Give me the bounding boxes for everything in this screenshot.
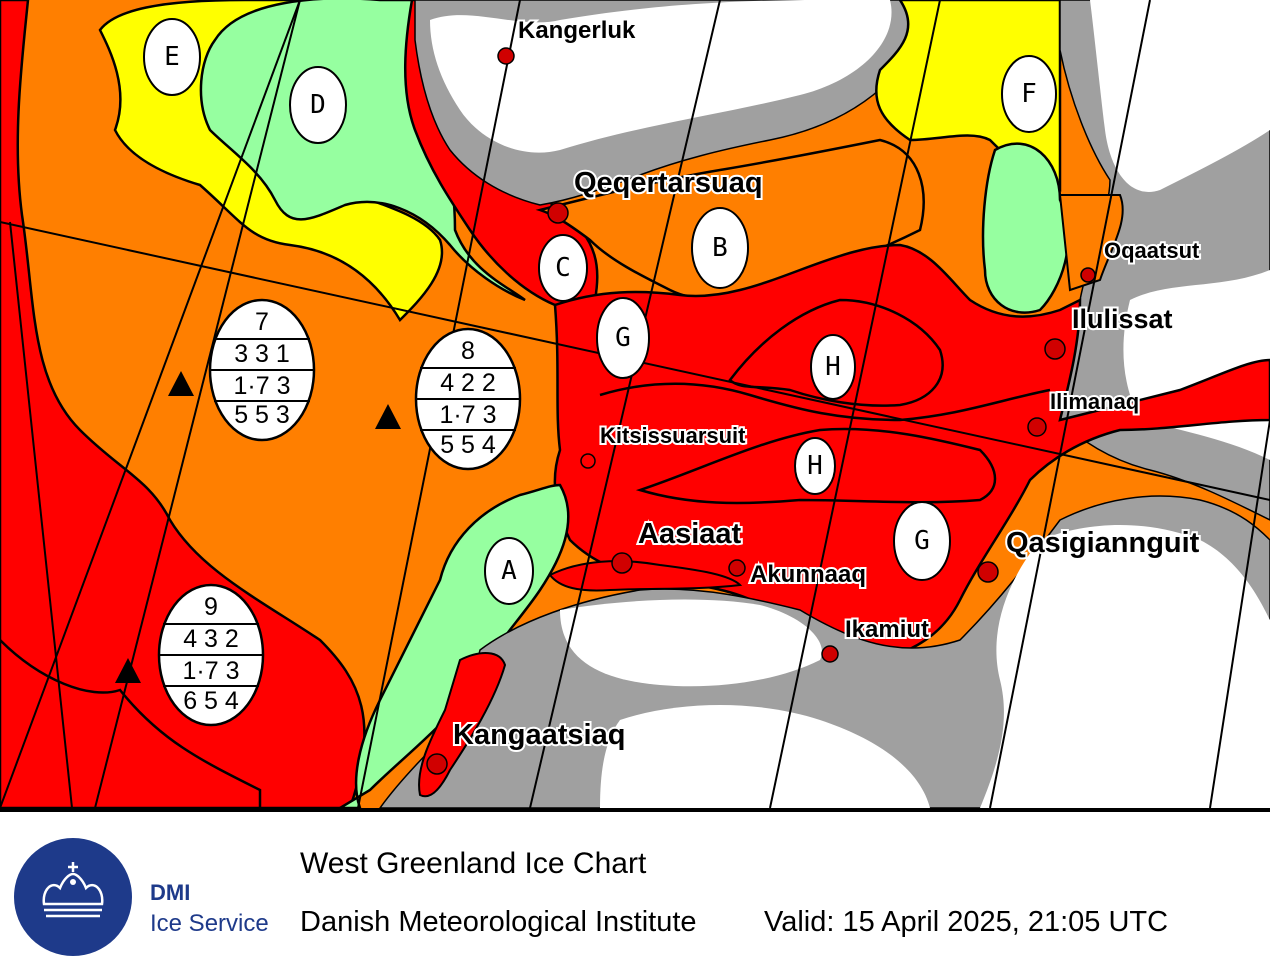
zone-letter: B <box>712 233 728 263</box>
zone-letter: G <box>615 323 631 353</box>
label-akunnaaq: Akunnaaq <box>750 561 866 588</box>
zone-oval-g-south: G <box>893 501 951 581</box>
settlement-dots <box>426 47 1096 775</box>
zone-oval-c: C <box>538 234 588 302</box>
settlement-dot-icon <box>426 753 448 775</box>
settlement-dot-icon <box>497 47 515 65</box>
valid-time: Valid: 15 April 2025, 21:05 UTC <box>764 906 1169 938</box>
egg-concentration: 4 3 2 <box>183 625 239 653</box>
institute-name: Danish Meteorological Institute <box>300 906 697 938</box>
egg-form: 5 5 4 <box>440 431 496 459</box>
egg-concentration: 3 3 1 <box>234 340 290 368</box>
zone-oval-h-north: H <box>810 334 856 400</box>
egg-stage: 1·7 3 <box>234 372 291 400</box>
label-oqaatsut: Oqaatsut <box>1104 238 1200 263</box>
egg-concentration: 4 2 2 <box>440 369 496 397</box>
egg-id: 9 <box>204 593 218 621</box>
egg-form: 5 5 3 <box>234 401 290 429</box>
graticule <box>0 0 1270 808</box>
settlement-dot-icon <box>547 202 569 224</box>
contour-h-south <box>635 427 997 505</box>
settlement-dot-icon <box>1027 417 1047 437</box>
zone-oval-b: B <box>691 207 749 289</box>
dmi-crown-logo-icon <box>14 838 132 956</box>
zone-letter: E <box>164 42 180 72</box>
label-qeqertarsuaq: Qeqertarsuaq <box>574 167 763 199</box>
egg-code-9: 9 4 3 2 1·7 3 6 5 4 <box>157 583 265 727</box>
label-aasiaat: Aasiaat <box>638 518 742 550</box>
zone-letter: F <box>1021 79 1037 109</box>
settlement-dot-icon <box>728 559 746 577</box>
fast-ice-east <box>1090 0 1270 192</box>
egg-form: 6 5 4 <box>183 687 239 715</box>
contour-h-north <box>728 298 944 407</box>
label-kangerluk: Kangerluk <box>518 17 636 44</box>
dmi-brand-name: DMI <box>150 880 191 905</box>
zone-oval-g-north: G <box>596 297 650 379</box>
label-ilimanaq: Ilimanaq <box>1050 389 1139 414</box>
zone-letter: A <box>501 556 517 586</box>
egg-stage: 1·7 3 <box>440 401 497 429</box>
chart-footer: DMI Ice Service West Greenland Ice Chart… <box>0 808 1270 956</box>
zone-oval-e: E <box>143 18 201 96</box>
zone-letter: G <box>914 526 930 556</box>
chart-title: West Greenland Ice Chart <box>300 847 647 880</box>
label-ilulissat: Ilulissat <box>1072 304 1173 334</box>
settlement-dot-icon <box>821 645 839 663</box>
iceberg-triangle-icon <box>375 404 401 429</box>
ice-chart-map: E D C B F G H H G A 7 3 3 1 <box>0 0 1270 808</box>
label-qasigiannguit: Qasigiannguit <box>1006 527 1200 559</box>
egg-code-7: 7 3 3 1 1·7 3 5 5 3 <box>208 298 316 442</box>
fast-ice-south-east <box>980 525 1270 808</box>
dmi-brand-service: Ice Service <box>150 910 269 937</box>
zone-letter: H <box>807 451 823 481</box>
label-kangaatsiaq: Kangaatsiaq <box>453 719 625 751</box>
egg-code-8: 8 4 2 2 1·7 3 5 5 4 <box>414 327 522 471</box>
settlement-dot-icon <box>1080 267 1096 283</box>
egg-stage: 1·7 3 <box>183 657 240 685</box>
ice-zone-red-west <box>0 0 366 808</box>
fast-ice-disko <box>430 0 892 153</box>
egg-id: 7 <box>255 308 269 336</box>
contour-inner <box>599 382 1051 422</box>
fast-ice-south <box>560 599 822 687</box>
settlement-dot-icon <box>1044 338 1066 360</box>
zone-oval-a: A <box>484 537 534 605</box>
zone-letter: C <box>555 253 571 283</box>
iceberg-triangle-icon <box>168 371 194 396</box>
egg-id: 8 <box>461 337 475 365</box>
settlement-dot-icon <box>977 561 999 583</box>
zone-oval-f: F <box>1001 55 1057 133</box>
settlement-dot-icon <box>611 552 633 574</box>
zone-oval-d: D <box>289 66 347 144</box>
zone-letter: H <box>825 352 841 382</box>
iceberg-triangle-icon <box>115 658 141 683</box>
fast-ice-south-central <box>600 705 930 808</box>
label-ikamiut: Ikamiut <box>845 616 929 643</box>
ice-zone-red-southwest <box>0 638 262 808</box>
label-kitsissuarsuit: Kitsissuarsuit <box>600 423 746 448</box>
zone-oval-h-south: H <box>794 437 836 495</box>
ice-zone-green-oqaatsut <box>981 142 1070 314</box>
zone-letter: D <box>310 90 326 120</box>
settlement-dot-icon <box>580 453 596 469</box>
